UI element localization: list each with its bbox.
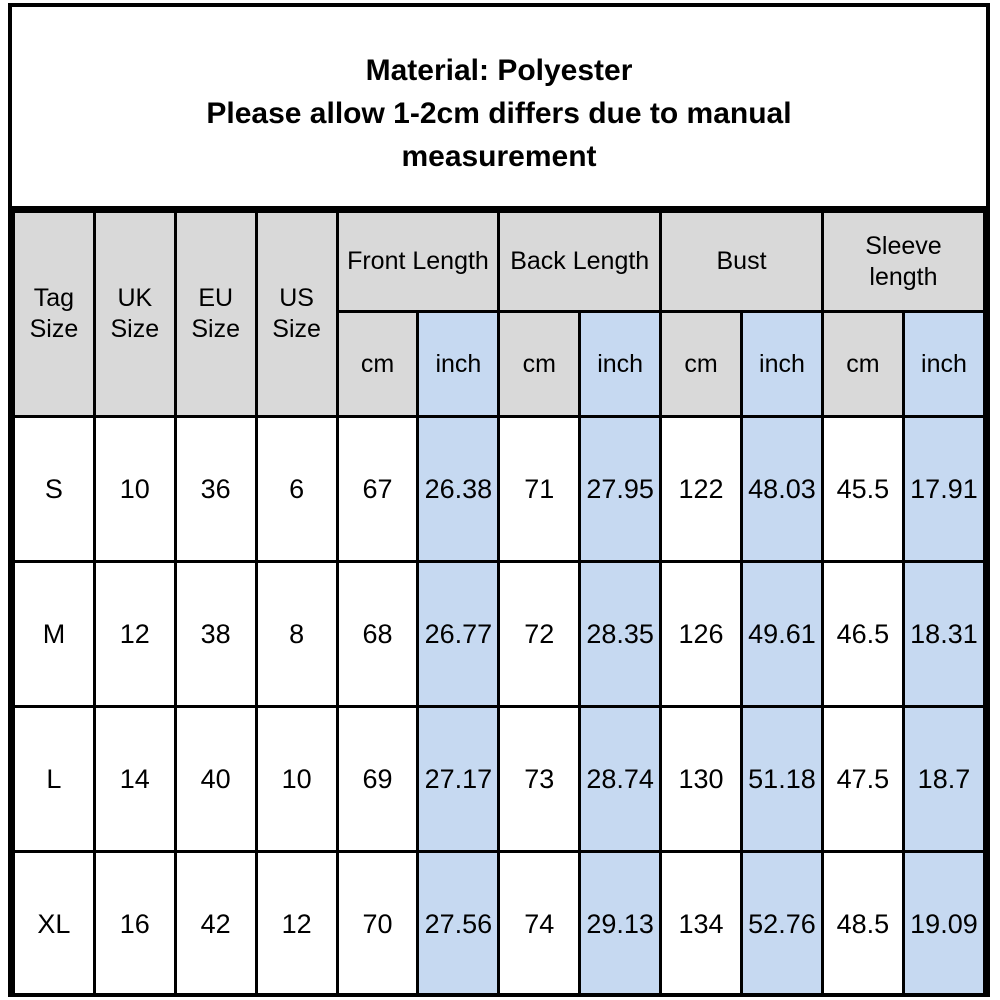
size-cell: 69	[335, 705, 420, 853]
size-cell: 26.77	[416, 560, 501, 708]
size-cell: 26.38	[416, 415, 501, 563]
unit-header-bust-cm: cm	[659, 310, 743, 418]
col-header-uk-size: UK Size	[92, 210, 177, 418]
size-chart-panel: Material: Polyester Please allow 1-2cm d…	[8, 3, 990, 997]
table-row-size-m: M 12 38 8 68 26.77 72 28.35 126 49.61 46…	[12, 560, 986, 708]
size-cell: 27.17	[416, 705, 501, 853]
col-group-back-length: Back Length	[497, 210, 663, 313]
unit-header-back-inch: inch	[578, 310, 663, 418]
size-cell: 126	[659, 560, 743, 708]
notice-line-allowance: Please allow 1-2cm differs due to manual	[206, 97, 792, 130]
size-cell: 45.5	[820, 415, 905, 563]
size-cell: 48.5	[820, 850, 905, 993]
size-cell: 18.31	[901, 560, 986, 708]
size-cell: 28.35	[578, 560, 663, 708]
material-notice: Material: Polyester Please allow 1-2cm d…	[12, 7, 986, 210]
unit-header-back-cm: cm	[497, 310, 582, 418]
size-cell: 72	[497, 560, 582, 708]
unit-header-sleeve-cm: cm	[820, 310, 905, 418]
size-cell: 67	[335, 415, 420, 563]
row-label: XL	[12, 850, 96, 993]
size-cell: 6	[254, 415, 339, 563]
size-cell: 14	[92, 705, 177, 853]
size-cell: 12	[254, 850, 339, 993]
size-cell: 134	[659, 850, 743, 993]
size-cell: 122	[659, 415, 743, 563]
size-cell: 70	[335, 850, 420, 993]
size-cell: 19.09	[901, 850, 986, 993]
table-row-size-l: L 14 40 10 69 27.17 73 28.74 130 51.18 4…	[12, 705, 986, 853]
size-cell: 36	[173, 415, 258, 563]
size-cell: 51.18	[739, 705, 824, 853]
row-label: S	[12, 415, 96, 563]
col-header-tag-size: Tag Size	[12, 210, 96, 418]
col-group-sleeve-length: Sleeve length	[820, 210, 986, 313]
sleeve-length-label: Sleeve length	[865, 231, 942, 291]
notice-line-material: Material: Polyester	[365, 54, 633, 87]
col-header-eu-size: EU Size	[173, 210, 258, 418]
header-units-row: cm inch cm inch cm inch cm inch	[14, 310, 986, 418]
size-cell: 47.5	[820, 705, 905, 853]
size-cell: 46.5	[820, 560, 905, 708]
size-cell: 17.91	[901, 415, 986, 563]
size-cell: 40	[173, 705, 258, 853]
size-chart-table: Tag Size UK Size EU Size US Size Front L…	[12, 210, 986, 993]
size-cell: 28.74	[578, 705, 663, 853]
size-cell: 130	[659, 705, 743, 853]
table-row-size-xl: XL 16 42 12 70 27.56 74 29.13 134 52.76 …	[12, 850, 986, 993]
header-group-row: Tag Size UK Size EU Size US Size Front L…	[12, 210, 986, 418]
size-cell: 38	[173, 560, 258, 708]
col-group-front-length: Front Length	[335, 210, 501, 313]
size-cell: 68	[335, 560, 420, 708]
unit-header-front-inch: inch	[416, 310, 501, 418]
size-cell: 10	[254, 705, 339, 853]
size-cell: 52.76	[739, 850, 824, 993]
size-cell: 74	[497, 850, 582, 993]
size-cell: 27.95	[578, 415, 663, 563]
size-cell: 16	[92, 850, 177, 993]
size-cell: 71	[497, 415, 582, 563]
row-label: M	[12, 560, 96, 708]
unit-header-front-cm: cm	[335, 310, 420, 418]
table-row-size-s: S 10 36 6 67 26.38 71 27.95 122 48.03 45…	[12, 415, 986, 563]
size-cell: 48.03	[739, 415, 824, 563]
notice-line-measurement: measurement	[401, 140, 597, 173]
col-group-bust: Bust	[659, 210, 824, 313]
row-label: L	[12, 705, 96, 853]
unit-header-sleeve-inch: inch	[901, 310, 986, 418]
size-cell: 29.13	[578, 850, 663, 993]
size-cell: 10	[92, 415, 177, 563]
size-cell: 42	[173, 850, 258, 993]
size-cell: 18.7	[901, 705, 986, 853]
size-cell: 27.56	[416, 850, 501, 993]
col-header-us-size: US Size	[254, 210, 339, 418]
size-cell: 49.61	[739, 560, 824, 708]
size-cell: 8	[254, 560, 339, 708]
unit-header-bust-inch: inch	[739, 310, 824, 418]
size-cell: 73	[497, 705, 582, 853]
size-cell: 12	[92, 560, 177, 708]
